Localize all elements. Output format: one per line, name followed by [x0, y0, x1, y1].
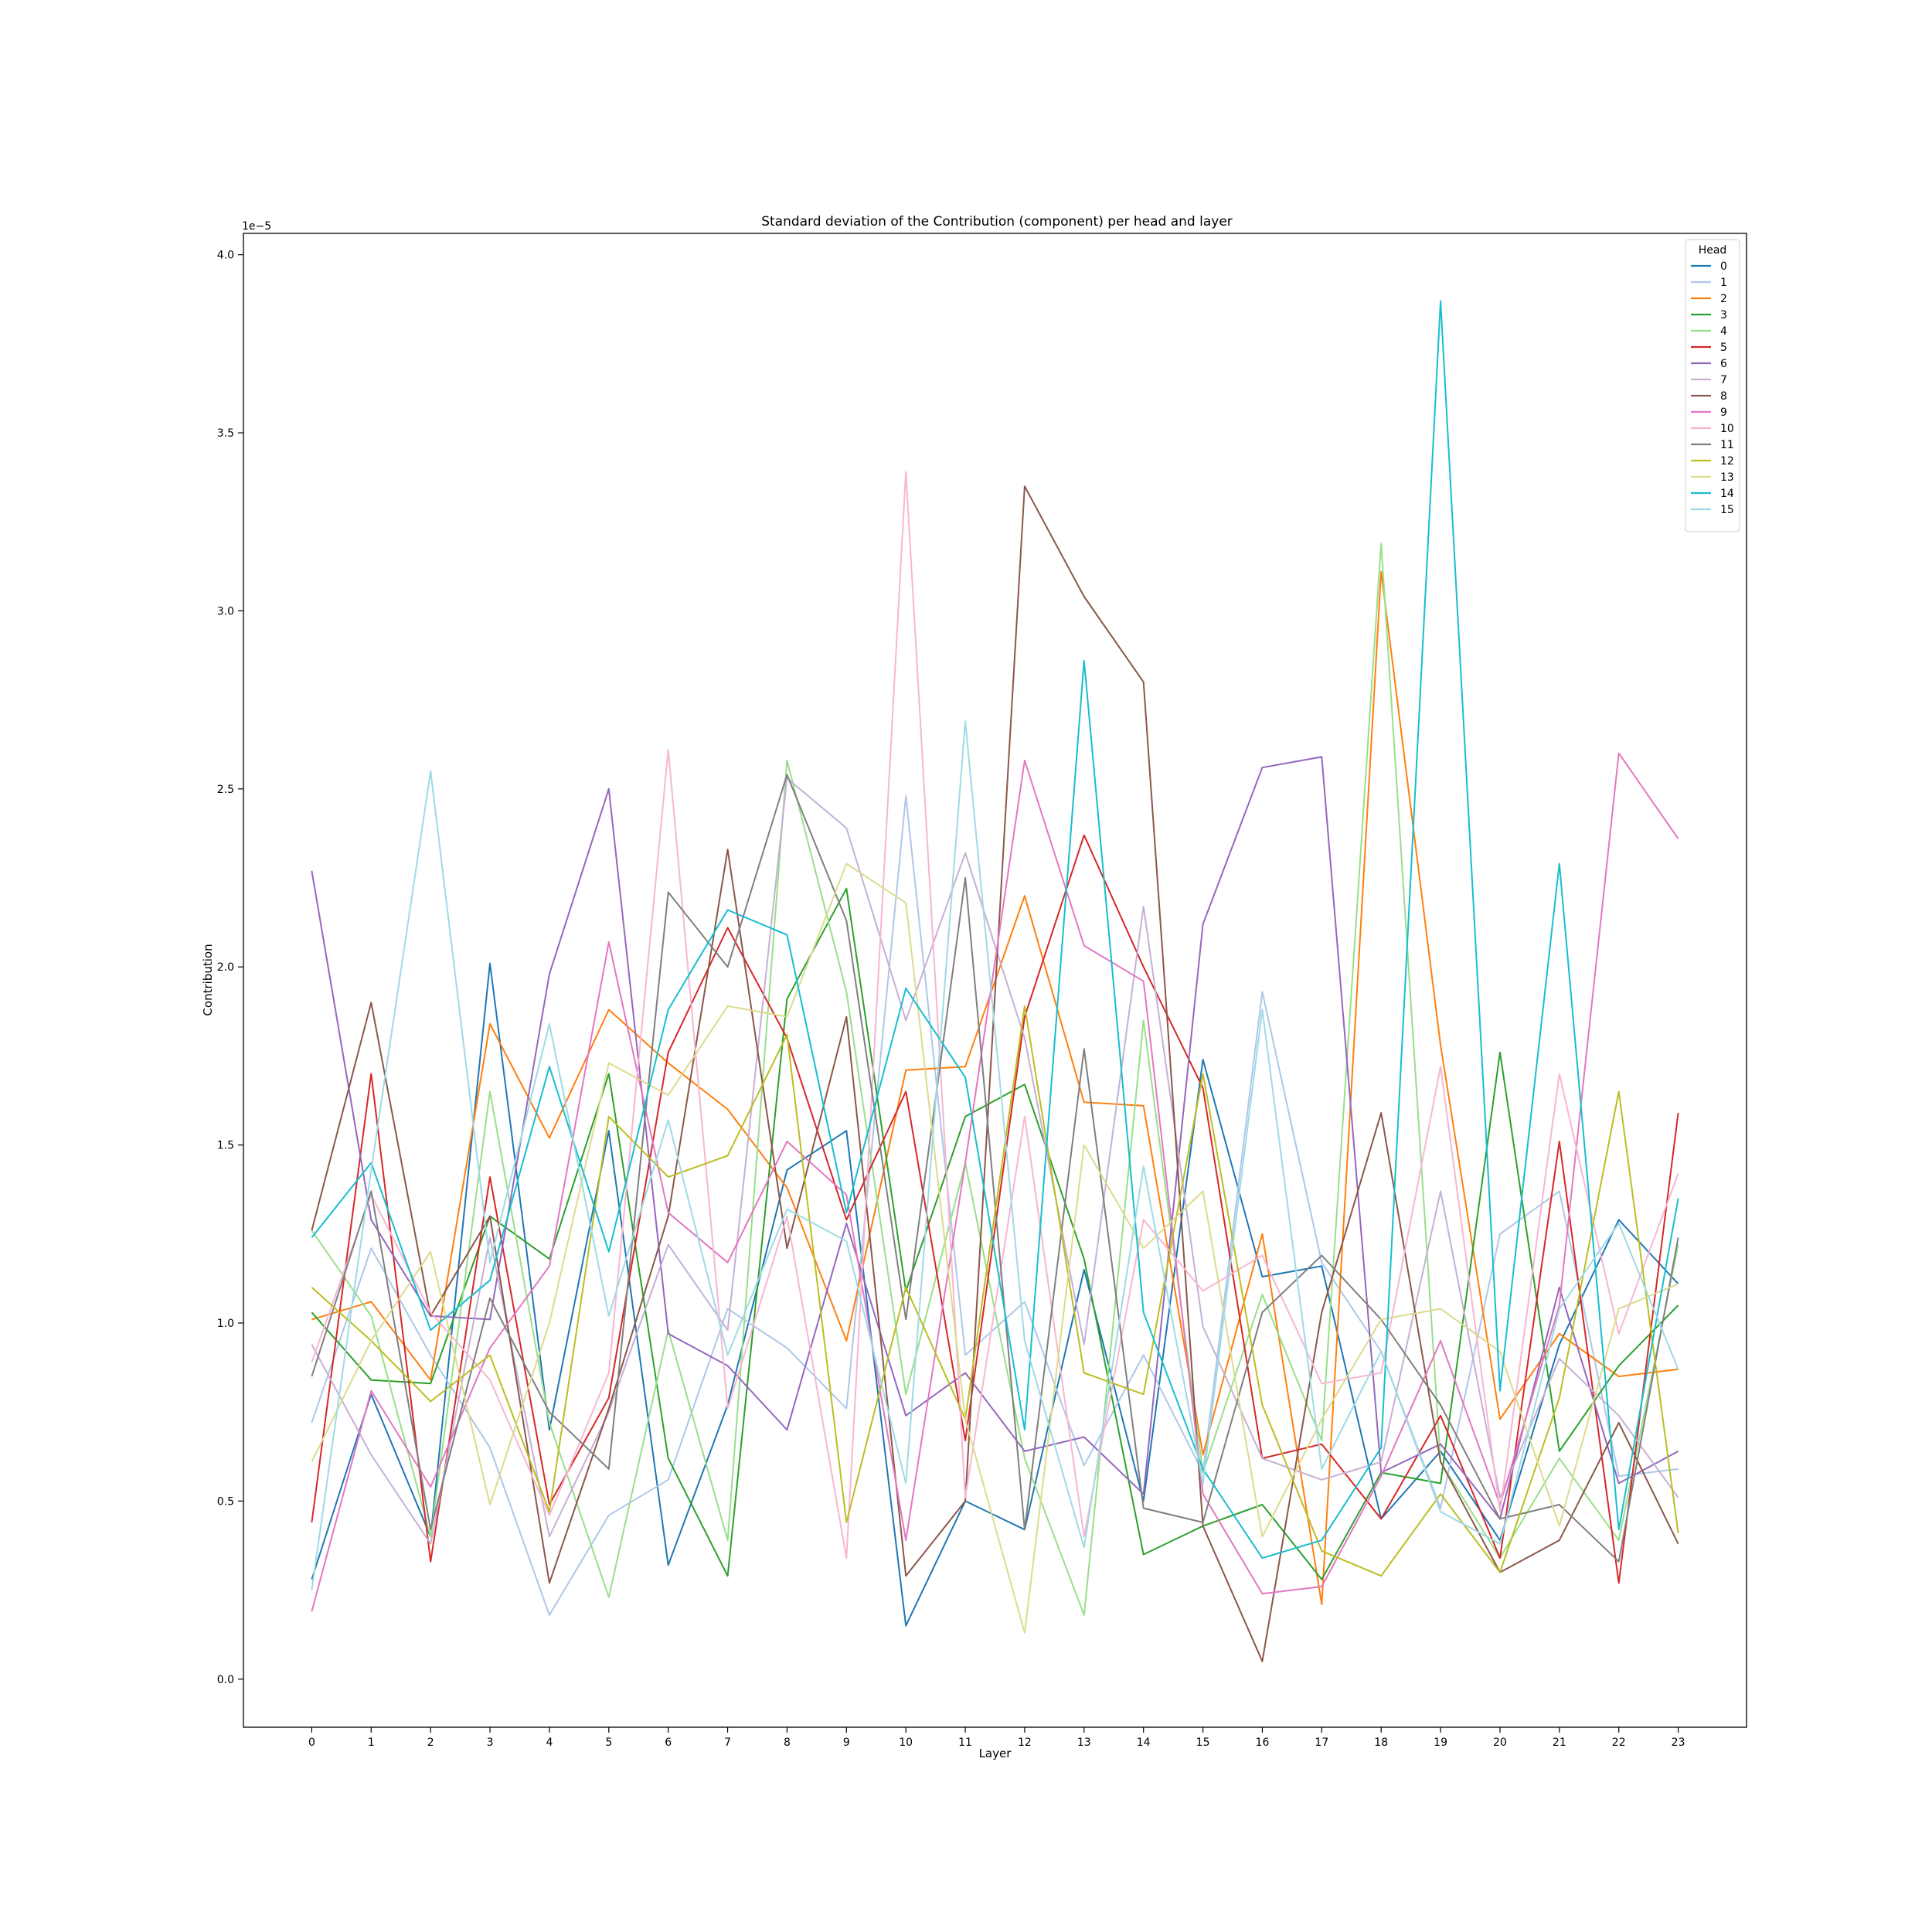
legend-label-head-0: 0: [1720, 260, 1727, 273]
y-tick-label: 3.5: [217, 427, 234, 440]
x-tick-label: 5: [605, 1736, 612, 1749]
x-tick-label: 8: [784, 1736, 791, 1749]
y-axis-ticks: 0.0 0.5 1.0 1.5 2.0 2.5 3.0 3.5 4.0: [217, 250, 243, 1686]
x-tick-label: 15: [1196, 1736, 1210, 1749]
legend-label-head-15: 15: [1720, 504, 1734, 516]
x-tick-label: 6: [665, 1736, 672, 1749]
legend-label-head-4: 4: [1720, 325, 1727, 338]
series-line-head-3: [311, 887, 1679, 1580]
legend-label-head-6: 6: [1720, 358, 1727, 370]
series-line-head-9: [311, 752, 1679, 1612]
y-offset-text: 1e−5: [242, 220, 271, 233]
y-tick-label: 2.0: [217, 961, 234, 974]
x-tick-label: 17: [1315, 1736, 1328, 1749]
series-line-head-8: [311, 485, 1679, 1662]
legend-box: [1685, 239, 1740, 532]
y-tick-label: 0.5: [217, 1495, 234, 1508]
series-line-head-12: [311, 1005, 1679, 1577]
series-line-head-14: [311, 300, 1679, 1560]
series-line-head-11: [311, 774, 1679, 1563]
x-tick-label: 12: [1018, 1736, 1032, 1749]
series-line-head-6: [311, 756, 1679, 1520]
x-tick-label: 18: [1374, 1736, 1388, 1749]
x-tick-label: 2: [427, 1736, 434, 1749]
x-tick-label: 3: [487, 1736, 494, 1749]
x-tick-label: 10: [899, 1736, 913, 1749]
legend-label-head-8: 8: [1720, 390, 1727, 403]
x-tick-label: 20: [1493, 1736, 1507, 1749]
series-layer: [311, 300, 1679, 1662]
series-line-head-5: [311, 834, 1679, 1584]
legend-label-head-5: 5: [1720, 342, 1727, 354]
y-tick-label: 3.0: [217, 605, 234, 617]
legend-label-head-10: 10: [1720, 423, 1734, 435]
x-tick-label: 0: [308, 1736, 315, 1749]
legend-label-head-1: 1: [1720, 277, 1727, 289]
y-tick-label: 1.0: [217, 1318, 234, 1330]
y-tick-label: 1.5: [217, 1140, 234, 1152]
x-tick-label: 23: [1672, 1736, 1685, 1749]
x-tick-label: 13: [1077, 1736, 1091, 1749]
x-tick-label: 22: [1612, 1736, 1626, 1749]
x-tick-label: 16: [1256, 1736, 1270, 1749]
x-tick-label: 4: [546, 1736, 553, 1749]
x-tick-label: 1: [368, 1736, 375, 1749]
legend-label-head-3: 3: [1720, 309, 1727, 321]
legend-label-head-14: 14: [1720, 488, 1734, 500]
legend-label-head-9: 9: [1720, 406, 1727, 419]
legend-label-head-12: 12: [1720, 455, 1734, 468]
x-tick-label: 7: [724, 1736, 731, 1749]
y-tick-label: 4.0: [217, 250, 234, 262]
legend-title: Head: [1699, 244, 1727, 257]
chart-title: Standard deviation of the Contribution (…: [761, 214, 1233, 230]
legend-label-head-13: 13: [1720, 471, 1734, 484]
x-tick-label: 9: [843, 1736, 850, 1749]
x-tick-label: 14: [1137, 1736, 1151, 1749]
legend-label-head-11: 11: [1720, 439, 1734, 451]
plot-area-frame: [243, 233, 1747, 1728]
x-tick-label: 19: [1434, 1736, 1447, 1749]
y-tick-label: 0.0: [217, 1674, 234, 1686]
series-line-head-10: [311, 471, 1679, 1560]
legend-label-head-7: 7: [1720, 374, 1727, 386]
series-line-head-1: [311, 795, 1679, 1616]
x-tick-label: 11: [958, 1736, 972, 1749]
series-line-head-13: [311, 862, 1679, 1634]
y-tick-label: 2.5: [217, 784, 234, 796]
series-line-head-15: [311, 720, 1679, 1590]
y-axis-label: Contribution: [201, 944, 215, 1015]
legend-label-head-2: 2: [1720, 293, 1727, 305]
x-tick-label: 21: [1553, 1736, 1566, 1749]
x-axis-label: Layer: [979, 1747, 1012, 1760]
x-axis-ticks: 0 1 2 3 4 5 6 7 8 9 10 11 12 13 14 15 16 17 18 19 20 21 22 23: [308, 1727, 1685, 1749]
